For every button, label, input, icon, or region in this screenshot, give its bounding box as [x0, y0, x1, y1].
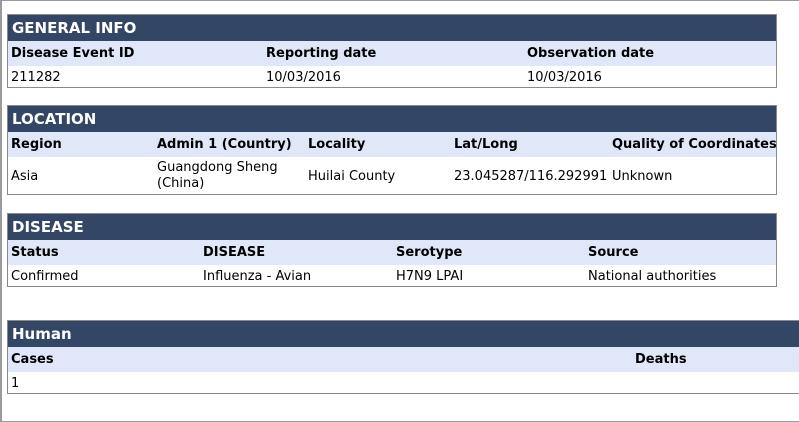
column-header-observation-date: Observation date [527, 46, 655, 61]
human-column-headers: Cases Deaths [8, 347, 799, 372]
observation-date-value: 10/03/2016 [527, 69, 602, 85]
disease-title: DISEASE [8, 214, 776, 240]
column-header-quality-of-coordinates: Quality of Coordinates [612, 137, 777, 152]
column-header-reporting-date: Reporting date [266, 46, 377, 61]
serotype-value: H7N9 LPAI [396, 268, 464, 284]
admin1-value: Guangdong Sheng (China) [157, 160, 278, 191]
quality-of-coordinates-value: Unknown [612, 168, 673, 184]
disease-value: Influenza - Avian [203, 268, 312, 284]
column-header-deaths: Deaths [635, 352, 687, 367]
general-info-title: GENERAL INFO [8, 15, 776, 41]
column-header-status: Status [11, 245, 59, 260]
disease-event-id-value: 211282 [11, 69, 61, 85]
location-section: LOCATION Region Admin 1 (Country) Locali… [7, 105, 777, 195]
column-header-cases: Cases [11, 352, 54, 367]
column-header-admin1: Admin 1 (Country) [157, 137, 292, 152]
human-section: Human Cases Deaths 1 [7, 320, 799, 394]
human-values: 1 [8, 372, 799, 394]
disease-column-headers: Status DISEASE Serotype Source [8, 240, 776, 265]
general-info-column-headers: Disease Event ID Reporting date Observat… [8, 41, 776, 66]
lat-long-value: 23.045287/116.292991 [454, 168, 608, 184]
location-title: LOCATION [8, 106, 776, 132]
column-header-locality: Locality [308, 137, 366, 152]
column-header-disease: DISEASE [203, 245, 266, 260]
column-header-lat-long: Lat/Long [454, 137, 518, 152]
locality-value: Huilai County [308, 168, 396, 184]
cases-value: 1 [11, 375, 20, 391]
general-info-section: GENERAL INFO Disease Event ID Reporting … [7, 14, 777, 88]
disease-section: DISEASE Status DISEASE Serotype Source C… [7, 213, 777, 287]
column-header-disease-event-id: Disease Event ID [11, 46, 135, 61]
reporting-date-value: 10/03/2016 [266, 69, 341, 85]
location-column-headers: Region Admin 1 (Country) Locality Lat/Lo… [8, 132, 777, 157]
column-header-source: Source [588, 245, 639, 260]
general-info-values: 211282 10/03/2016 10/03/2016 [8, 66, 776, 88]
disease-values: Confirmed Influenza - Avian H7N9 LPAI Na… [8, 265, 776, 287]
human-title: Human [8, 321, 799, 347]
region-value: Asia [11, 168, 39, 184]
column-header-serotype: Serotype [396, 245, 463, 260]
location-values: Asia Guangdong Sheng (China) Huilai Coun… [8, 157, 776, 195]
column-header-region: Region [11, 137, 62, 152]
source-value: National authorities [588, 268, 717, 284]
status-value: Confirmed [11, 268, 79, 284]
